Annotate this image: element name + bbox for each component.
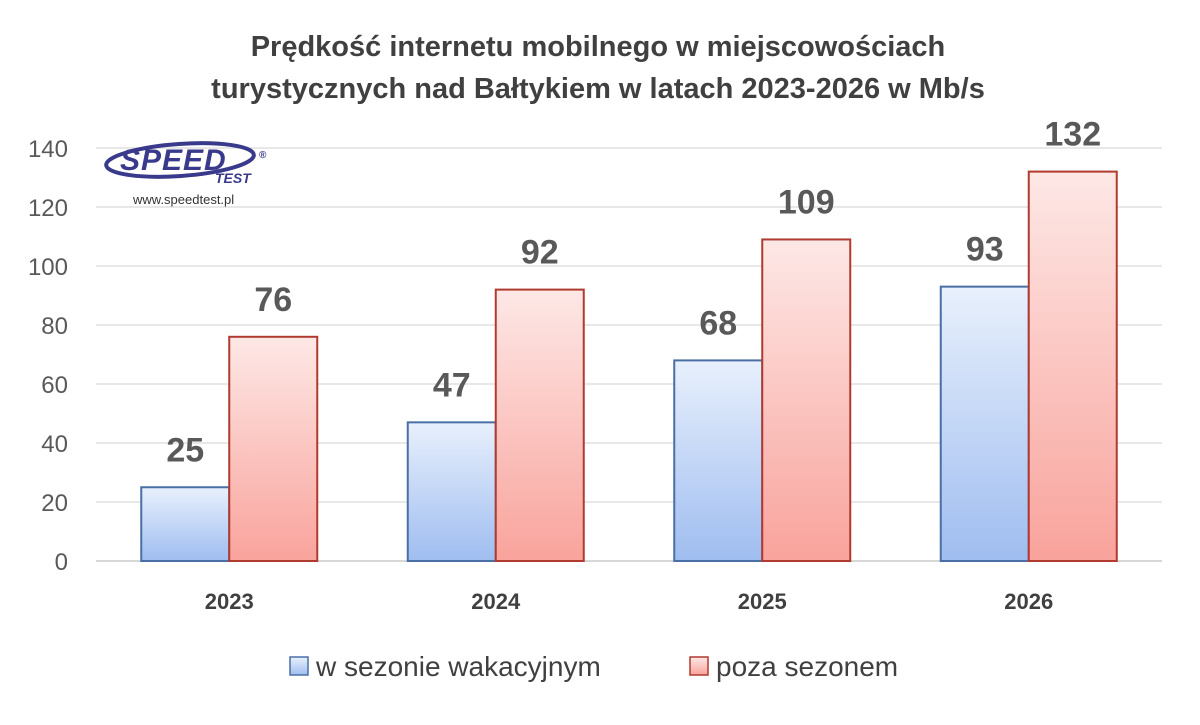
y-tick-label: 140	[28, 136, 68, 163]
bar-poza-sezonem-2023	[228, 335, 319, 562]
bar-poza-sezonem-2024	[494, 288, 585, 562]
logo-swoosh	[104, 141, 256, 179]
bar-w-sezonie-2025	[673, 359, 764, 562]
logo-url: www.speedtest.pl	[132, 192, 234, 207]
speedtest-logo: SPEED TEST ® www.speedtest.pl	[104, 141, 267, 207]
chart-title-line-2: turystycznych nad Bałtykiem w latach 202…	[211, 73, 985, 105]
bar-poza-sezonem-2026	[1027, 170, 1118, 562]
legend: w sezonie wakacyjnym poza sezonem	[289, 651, 898, 682]
y-tick-label: 60	[41, 372, 68, 399]
bar-w-sezonie-2026	[939, 285, 1030, 562]
y-axis-ticks: 0 20 40 60 80 100 120 140	[28, 136, 68, 576]
chart-title-line-1: Prędkość internetu mobilnego w miejscowo…	[251, 31, 946, 63]
data-labels: 25 76 47 92 68 109 93 132	[166, 116, 1101, 470]
logo-main-text: SPEED	[120, 144, 227, 177]
data-label: 68	[699, 304, 737, 342]
bar-w-sezonie-2023	[140, 486, 231, 562]
legend-label-series-1: w sezonie wakacyjnym	[315, 651, 601, 682]
data-label: 132	[1044, 116, 1101, 154]
bars	[140, 170, 1118, 562]
bar-w-sezonie-2024	[406, 421, 497, 562]
data-label: 93	[966, 231, 1004, 269]
data-label: 47	[433, 366, 471, 404]
data-label: 25	[166, 431, 204, 469]
logo-registered-mark: ®	[259, 150, 267, 161]
x-tick-label: 2026	[1004, 589, 1053, 614]
y-tick-label: 40	[41, 431, 68, 458]
legend-swatch-series-2	[689, 656, 709, 676]
y-tick-label: 20	[41, 490, 68, 517]
x-tick-label: 2025	[738, 589, 787, 614]
logo-sub-text: TEST	[215, 170, 252, 186]
bar-poza-sezonem-2025	[761, 238, 852, 562]
y-tick-label: 0	[55, 549, 68, 576]
y-tick-label: 80	[41, 313, 68, 340]
legend-label-series-2: poza sezonem	[716, 651, 898, 682]
x-tick-label: 2024	[471, 589, 521, 614]
y-tick-label: 120	[28, 195, 68, 222]
data-label: 92	[521, 234, 559, 272]
data-label: 76	[254, 281, 292, 319]
legend-swatch-series-1	[289, 656, 309, 676]
y-tick-label: 100	[28, 254, 68, 281]
x-tick-label: 2023	[205, 589, 254, 614]
x-axis-ticks: 2023 2024 2025 2026	[205, 589, 1053, 614]
data-label: 109	[778, 183, 835, 221]
